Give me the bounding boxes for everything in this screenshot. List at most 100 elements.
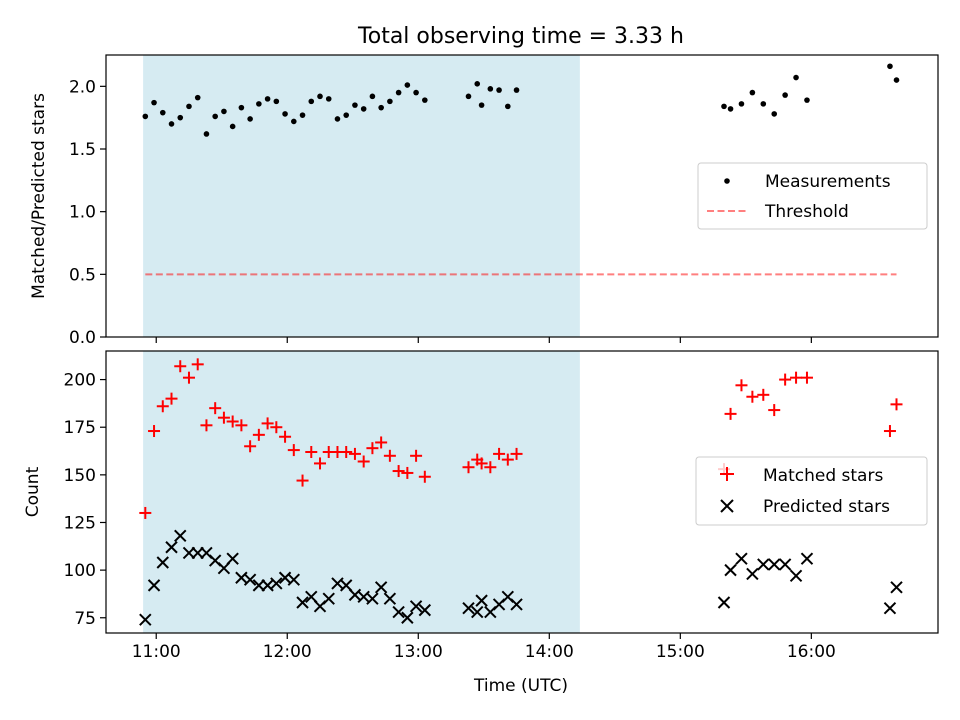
measurement-point — [513, 87, 520, 93]
predicted-star-point — [800, 552, 814, 565]
predicted-star-point — [174, 529, 187, 543]
predicted-star-point — [717, 596, 731, 609]
matched-star-point — [366, 442, 379, 455]
measurement-point — [738, 101, 745, 107]
predicted-star-point — [757, 558, 770, 571]
measurement-point — [142, 113, 149, 120]
matched-star-point — [340, 445, 353, 458]
predicted-star-point — [475, 594, 488, 607]
predicted-star-point — [226, 552, 239, 565]
matched-star-point — [890, 398, 903, 411]
bottom-panel-frame — [105, 350, 939, 634]
bottom-x-tick-label: 16:00 — [787, 642, 836, 662]
bottom-legend: Matched stars Predicted stars — [695, 456, 928, 526]
top-legend-box — [697, 162, 928, 230]
predicted-star-point — [883, 602, 897, 615]
top-y-tick-label: 0.5 — [69, 265, 96, 285]
measurement-point — [422, 97, 428, 103]
measurement-point — [496, 87, 502, 93]
matched-star-point — [217, 411, 230, 424]
matched-star-point — [746, 390, 759, 403]
predicted-star-point — [789, 569, 803, 583]
measurement-point — [159, 109, 166, 116]
measurement-point — [151, 99, 157, 106]
bottom-x-tick-label: 15:00 — [656, 642, 705, 662]
predicted-star-point — [778, 558, 792, 571]
matched-star-point — [252, 428, 265, 441]
measurement-point — [893, 77, 900, 83]
matched-star-point — [724, 407, 737, 420]
measurement-point — [404, 82, 411, 88]
predicted-star-point — [392, 605, 405, 619]
top-y-tick-label: 0.0 — [69, 328, 96, 348]
predicted-star-point — [510, 598, 523, 611]
matched-star-point — [314, 457, 327, 470]
measurement-point — [887, 63, 893, 70]
predicted-star-point — [374, 581, 388, 594]
matched-star-point — [418, 470, 431, 483]
predicted-star-point — [401, 611, 414, 624]
matched-star-point — [410, 449, 423, 462]
measurement-point — [727, 106, 734, 112]
top-panel-marks — [142, 63, 900, 276]
bottom-panel-shaded-span — [143, 351, 580, 633]
legend-label-matched: Matched stars — [763, 466, 883, 486]
measurement-point — [343, 112, 350, 118]
matched-star-point — [139, 506, 152, 519]
bottom-y-tick-label: 75 — [74, 609, 96, 629]
matched-star-point — [226, 415, 239, 428]
bottom-x-tick-label: 14:00 — [525, 642, 574, 662]
predicted-star-point — [418, 603, 432, 617]
measurement-point — [325, 96, 332, 102]
matched-star-point — [357, 455, 370, 468]
matched-star-point — [768, 404, 781, 417]
predicted-star-point — [165, 541, 178, 554]
matched-star-point — [883, 425, 896, 438]
legend-label-predicted: Predicted stars — [763, 497, 890, 517]
measurement-point — [317, 93, 323, 100]
matched-star-point — [156, 400, 169, 413]
measurement-point — [177, 114, 184, 121]
top-legend: Measurements Threshold — [697, 162, 928, 230]
measurement-point — [387, 98, 393, 105]
measurement-point — [804, 97, 810, 103]
predicted-star-point — [746, 567, 759, 581]
matched-star-point — [510, 447, 523, 460]
measurement-point — [186, 103, 192, 110]
matched-star-point — [462, 461, 475, 474]
predicted-star-point — [322, 592, 335, 605]
matched-star-point — [191, 358, 204, 371]
measurement-point — [212, 113, 218, 120]
measurement-point — [352, 102, 358, 108]
matched-star-point — [779, 373, 792, 386]
top-panel: 0.00.51.01.52.0 Matched/Predicted stars … — [29, 54, 939, 348]
matched-star-point — [261, 417, 274, 430]
matched-star-point — [493, 447, 506, 460]
matched-star-point — [800, 371, 813, 384]
predicted-star-point — [471, 605, 484, 619]
bottom-x-tick-label: 12:00 — [263, 642, 312, 662]
matched-star-point — [279, 430, 292, 443]
predicted-star-point — [296, 596, 309, 609]
measurement-point — [465, 93, 472, 100]
predicted-legend-marker — [720, 499, 734, 513]
measurement-point — [478, 102, 485, 108]
matched-star-point — [790, 371, 803, 384]
top-panel-ylabel: Matched/Predicted stars — [29, 93, 49, 299]
measurement-point — [291, 118, 297, 125]
measurement-point — [782, 92, 788, 98]
predicted-star-point — [243, 573, 257, 586]
bottom-panel-ylabel: Count — [23, 466, 43, 517]
measurement-point — [487, 86, 494, 92]
predicted-star-point — [156, 556, 169, 569]
measurement-point — [238, 104, 245, 111]
measurement-point — [760, 101, 767, 107]
measurement-point — [203, 131, 210, 137]
bottom-x-tick-label: 11:00 — [132, 642, 181, 662]
predicted-star-point — [383, 592, 397, 605]
matched-star-point — [296, 474, 309, 487]
bottom-legend-box — [695, 456, 928, 526]
predicted-star-point — [270, 577, 283, 590]
measurement-point — [334, 116, 341, 122]
